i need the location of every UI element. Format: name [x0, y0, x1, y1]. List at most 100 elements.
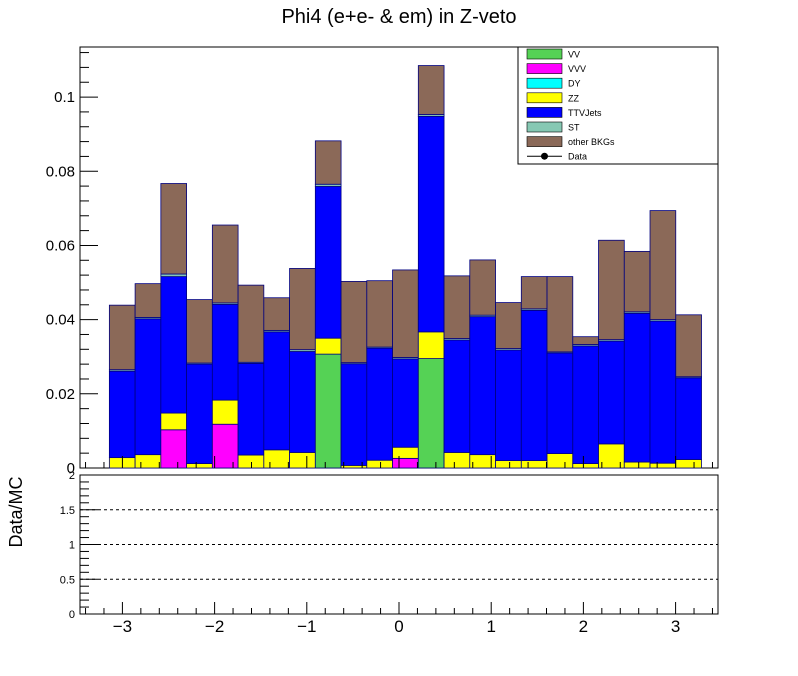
bar-other-bkgs-bin-19	[598, 239, 625, 341]
bar-other-bkgs-bin-11	[392, 269, 419, 358]
bar-other-bkgs-bin-10	[366, 280, 393, 348]
x-tick-label: 0	[394, 617, 403, 636]
bar-other-bkgs-bin-15	[495, 302, 522, 349]
bar-zz-bin-5	[237, 454, 265, 469]
bar-ttvjets-bin-10	[366, 347, 393, 461]
bar-zz-bin-16	[520, 460, 548, 469]
bar-ttvjets-bin-17	[546, 352, 574, 454]
x-tick-label: −2	[205, 617, 224, 636]
legend-label-other-bkgs: other BKGs	[568, 137, 615, 147]
legend-label-data: Data	[568, 152, 587, 162]
main-plot: 0 0.02 0.04 0.06 0.08 0.1	[46, 46, 719, 477]
bar-other-bkgs-bin-13	[443, 275, 471, 339]
bar-other-bkgs-bin-5	[237, 284, 265, 363]
bar-ttvjets-bin-9	[340, 363, 368, 466]
x-axis	[85, 456, 713, 468]
bar-ttvjets-bin-19	[598, 340, 625, 445]
legend-swatch-vv	[526, 48, 563, 60]
bar-zz-bin-6	[263, 449, 290, 469]
bar-other-bkgs-bin-8	[314, 140, 342, 185]
x-tick-label: 2	[579, 617, 588, 636]
bar-other-bkgs-bin-3	[186, 299, 213, 364]
legend-swatch-vvv	[526, 63, 563, 74]
legend-swatch-ttvjets	[526, 107, 563, 118]
ratio-x-axis: −3 −2 −1 0 1 2 3	[85, 602, 713, 636]
x-tick-label: −3	[113, 617, 132, 636]
bar-other-bkgs-bin-17	[546, 276, 574, 353]
bar-ttvjets-bin-6	[263, 331, 290, 451]
bar-other-bkgs-bin-9	[340, 281, 368, 364]
bar-other-bkgs-bin-6	[263, 297, 290, 331]
legend-label-vvv: VVV	[568, 64, 586, 74]
ratio-plot: 0 0.5 1 1.5 2 −3 −2 −1 0 1 2 3 Data/MC	[6, 470, 719, 636]
bar-ttvjets-bin-20	[623, 312, 651, 463]
ratio-y-tick-label: 0	[69, 609, 75, 621]
bar-ttvjets-bin-7	[289, 351, 316, 453]
bar-ttvjets-bin-4	[211, 304, 239, 401]
bar-zz-bin-8	[314, 337, 342, 355]
bar-other-bkgs-bin-0	[108, 304, 136, 371]
bar-ttvjets-bin-8	[314, 186, 342, 339]
legend-swatch-dy	[526, 77, 563, 89]
bar-zz-bin-18	[572, 463, 599, 469]
ratio-reference-lines	[80, 509, 718, 580]
bar-vv-bin-12	[417, 358, 445, 469]
chart-title: Phi4 (e+e- & em) in Z-veto	[281, 6, 516, 28]
bar-zz-bin-15	[495, 460, 522, 469]
bar-other-bkgs-bin-4	[211, 224, 239, 304]
bar-ttvjets-bin-15	[495, 349, 522, 461]
x-tick-label: 1	[486, 617, 495, 636]
bar-zz-bin-3	[186, 463, 213, 469]
y-tick-label: 0	[67, 460, 75, 477]
ratio-y-axis: 0 0.5 1 1.5 2	[60, 470, 98, 621]
bar-zz-bin-12	[417, 331, 445, 359]
bar-other-bkgs-bin-1	[134, 283, 162, 318]
legend-label-zz: ZZ	[568, 93, 579, 103]
ratio-y-axis-title: Data/MC	[6, 476, 26, 547]
bar-other-bkgs-bin-22	[675, 314, 702, 378]
legend-marker-data-point	[541, 152, 548, 160]
bar-other-bkgs-bin-20	[623, 250, 651, 313]
bar-other-bkgs-bin-21	[649, 210, 677, 321]
bar-ttvjets-bin-3	[186, 363, 213, 464]
bar-other-bkgs-bin-7	[289, 268, 316, 351]
bar-ttvjets-bin-22	[675, 377, 702, 460]
bar-ttvjets-bin-18	[572, 345, 599, 464]
bar-vvv-bin-2	[160, 429, 188, 469]
stacked-bars	[108, 65, 702, 469]
bar-ttvjets-bin-21	[649, 320, 677, 464]
legend-label-st: ST	[568, 123, 580, 133]
ratio-y-tick-label: 0.5	[60, 574, 75, 586]
ratio-y-tick-label: 1.5	[60, 505, 75, 517]
bar-zz-bin-2	[160, 412, 188, 431]
bar-ttvjets-bin-11	[392, 358, 419, 448]
bar-ttvjets-bin-5	[237, 362, 265, 456]
bar-zz-bin-11	[392, 446, 419, 459]
bar-ttvjets-bin-16	[520, 309, 548, 461]
bar-zz-bin-22	[675, 459, 702, 469]
legend-swatch-zz	[526, 92, 563, 104]
ratio-y-tick-label: 2	[69, 470, 75, 482]
bar-vvv-bin-4	[211, 423, 239, 469]
bar-vv-bin-8	[314, 353, 342, 469]
bar-ttvjets-bin-1	[134, 318, 162, 456]
legend-label-vv: VV	[568, 50, 580, 60]
ratio-y-tick-label: 1	[69, 540, 75, 552]
bar-other-bkgs-bin-16	[520, 276, 548, 310]
legend-label-dy: DY	[568, 79, 581, 89]
bar-zz-bin-13	[443, 452, 471, 469]
bar-other-bkgs-bin-18	[572, 336, 599, 345]
y-tick-label: 0.02	[46, 386, 75, 403]
x-tick-label: 3	[671, 617, 680, 636]
bar-ttvjets-bin-13	[443, 339, 471, 453]
y-axis: 0 0.02 0.04 0.06 0.08 0.1	[46, 52, 98, 477]
bar-zz-bin-20	[623, 461, 651, 469]
x-tick-label: −1	[297, 617, 316, 636]
y-tick-label: 0.1	[54, 89, 75, 106]
bar-zz-bin-21	[649, 462, 677, 469]
legend-swatch-st	[526, 121, 563, 133]
bar-zz-bin-4	[211, 399, 239, 425]
y-tick-label: 0.06	[46, 237, 75, 254]
